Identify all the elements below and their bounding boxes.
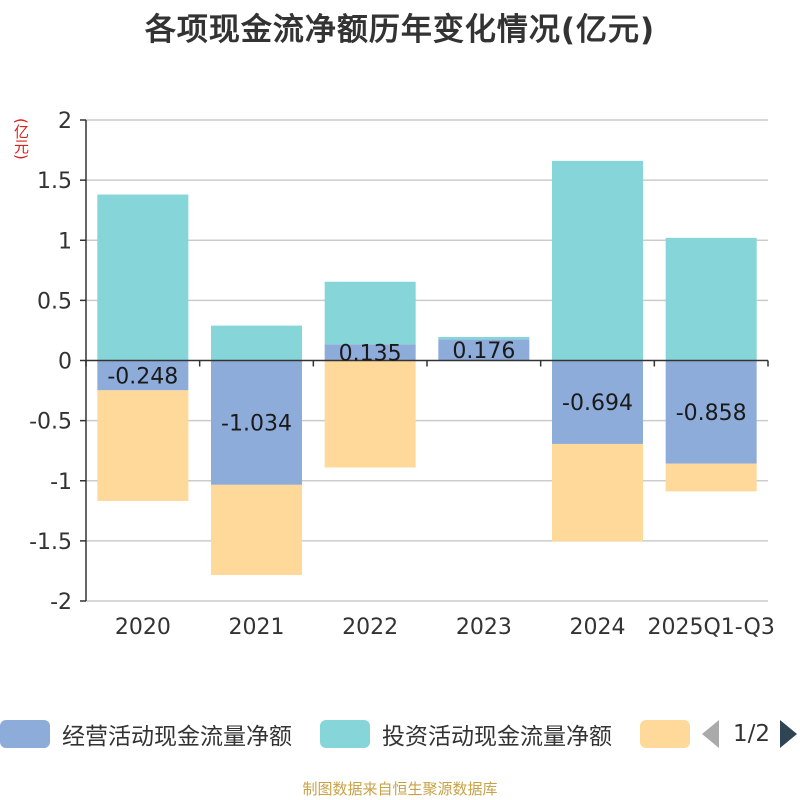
bar-financing-2025Q1-Q3[interactable] bbox=[665, 463, 757, 492]
bar-investing-2021[interactable] bbox=[211, 325, 302, 361]
data-label-operating: -0.694 bbox=[562, 391, 633, 416]
legend-swatch-operating bbox=[0, 720, 50, 748]
y-tick-label: -2 bbox=[50, 590, 72, 615]
data-source-note: 制图数据来自恒生聚源数据库 bbox=[302, 780, 498, 798]
y-tick-label: 1 bbox=[58, 229, 72, 254]
bar-operating-2024[interactable] bbox=[552, 360, 643, 444]
bar-investing-2025Q1-Q3[interactable] bbox=[665, 237, 757, 361]
bar-operating-2020[interactable] bbox=[97, 360, 189, 391]
y-tick-label: 0 bbox=[58, 350, 72, 375]
legend-label-investing: 投资活动现金流量净额 bbox=[382, 724, 612, 750]
data-labels: -0.248 -1.034 0.135 0.176 -0.694 -0.858 bbox=[107, 339, 746, 437]
data-label-operating: -0.248 bbox=[107, 364, 178, 389]
bar-financing-2021[interactable] bbox=[211, 484, 302, 576]
legend-swatch-financing bbox=[640, 720, 690, 748]
x-tick-label: 2025Q1-Q3 bbox=[647, 615, 774, 640]
x-tick-label: 2020 bbox=[115, 615, 171, 640]
pager-next-arrow-icon[interactable] bbox=[780, 720, 798, 748]
data-label-operating: -0.858 bbox=[676, 401, 747, 426]
pager-prev-arrow-icon[interactable] bbox=[702, 720, 719, 748]
bar-financing-2020[interactable] bbox=[97, 390, 189, 501]
y-tick-label: 2 bbox=[58, 109, 72, 134]
x-tick-label: 2023 bbox=[456, 615, 512, 640]
legend-label-operating: 经营活动现金流量净额 bbox=[62, 724, 292, 750]
bar-investing-2020[interactable] bbox=[97, 194, 189, 361]
axes: 2 1.5 1 0.5 0 -0.5 -1 -1.5 -2 2020 2021 2022 2023 202… bbox=[29, 109, 775, 640]
x-tick-label: 2021 bbox=[229, 615, 285, 640]
bar-operating-2025Q1-Q3[interactable] bbox=[665, 360, 757, 464]
legend-item-investing[interactable]: 投资活动现金流量净额 bbox=[320, 714, 612, 754]
y-tick-label: -1.5 bbox=[29, 530, 72, 555]
legend-item-operating[interactable]: 经营活动现金流量净额 bbox=[0, 714, 292, 754]
bar-financing-2022[interactable] bbox=[324, 360, 416, 468]
x-tick-label: 2024 bbox=[570, 615, 626, 640]
y-tick-label: 0.5 bbox=[37, 289, 72, 314]
x-tick-label: 2022 bbox=[342, 615, 398, 640]
bar-operating-2023[interactable] bbox=[438, 339, 530, 361]
y-tick-label: -0.5 bbox=[29, 410, 72, 435]
data-label-operating: -1.034 bbox=[221, 412, 292, 437]
legend-item-financing[interactable] bbox=[640, 714, 702, 754]
bars bbox=[97, 160, 757, 576]
bar-operating-2022[interactable] bbox=[324, 344, 416, 361]
bar-investing-2023[interactable] bbox=[438, 336, 530, 340]
y-tick-label: -1 bbox=[50, 470, 72, 495]
y-tick-label: 1.5 bbox=[37, 169, 72, 194]
bar-investing-2022[interactable] bbox=[324, 281, 416, 345]
bar-operating-2021[interactable] bbox=[211, 360, 302, 485]
data-label-operating: 0.176 bbox=[452, 339, 515, 364]
legend-pager: 1/2 bbox=[700, 714, 800, 754]
chart-plot: 2 1.5 1 0.5 0 -0.5 -1 -1.5 -2 2020 2021 2022 2023 202… bbox=[29, 109, 775, 640]
y-axis-unit-label: (亿元) bbox=[12, 118, 30, 160]
legend-swatch-investing bbox=[320, 720, 370, 748]
bar-financing-2024[interactable] bbox=[552, 443, 643, 542]
data-label-operating: 0.135 bbox=[339, 341, 402, 366]
bar-investing-2024[interactable] bbox=[552, 160, 643, 361]
grid-lines bbox=[86, 119, 768, 602]
pager-page-indicator: 1/2 bbox=[733, 721, 771, 747]
legend: 经营活动现金流量净额 投资活动现金流量净额 bbox=[0, 714, 800, 754]
chart-title: 各项现金流净额历年变化情况(亿元) bbox=[144, 12, 656, 48]
